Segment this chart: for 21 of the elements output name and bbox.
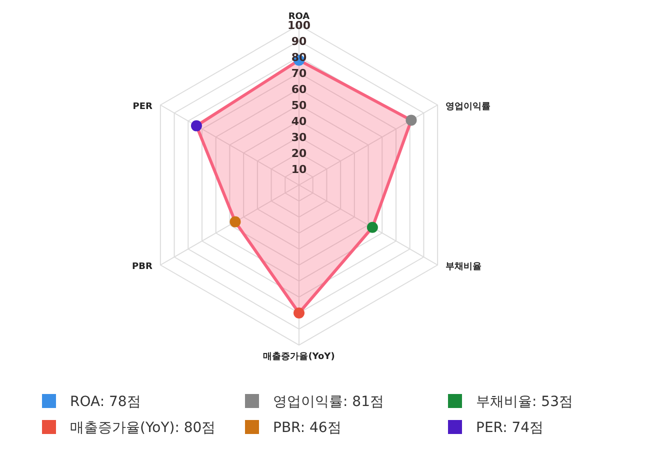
y-tick-label: 40 — [291, 115, 307, 128]
y-tick-label: 60 — [291, 83, 307, 96]
y-tick-label: 20 — [291, 147, 307, 160]
annotation: ROA: 78점 — [70, 394, 141, 410]
annotation: PER: 74점 — [476, 420, 544, 436]
spoke-label: 부채비율 — [446, 262, 482, 272]
y-tick-label: 100 — [288, 19, 311, 32]
annotation: 영업이익률: 81점 — [273, 394, 384, 410]
y-tick-label: 90 — [291, 35, 307, 48]
spoke-label: PBR — [132, 262, 152, 272]
annotation: PBR: 46점 — [273, 420, 342, 436]
annotation: 부채비율: 53점 — [476, 394, 573, 410]
y-tick-label: 30 — [291, 131, 307, 144]
spoke-label: ROA — [288, 12, 310, 22]
y-tick-label: 70 — [291, 67, 307, 80]
spoke-label: PER — [132, 102, 152, 112]
spoke-label: 매출증가율(YoY) — [263, 351, 335, 362]
annotation: 매출증가율(YoY): 80점 — [70, 420, 216, 436]
spoke-label: 영업이익률 — [446, 102, 491, 112]
y-tick-label: 10 — [291, 163, 307, 176]
y-tick-label: 50 — [291, 99, 307, 112]
